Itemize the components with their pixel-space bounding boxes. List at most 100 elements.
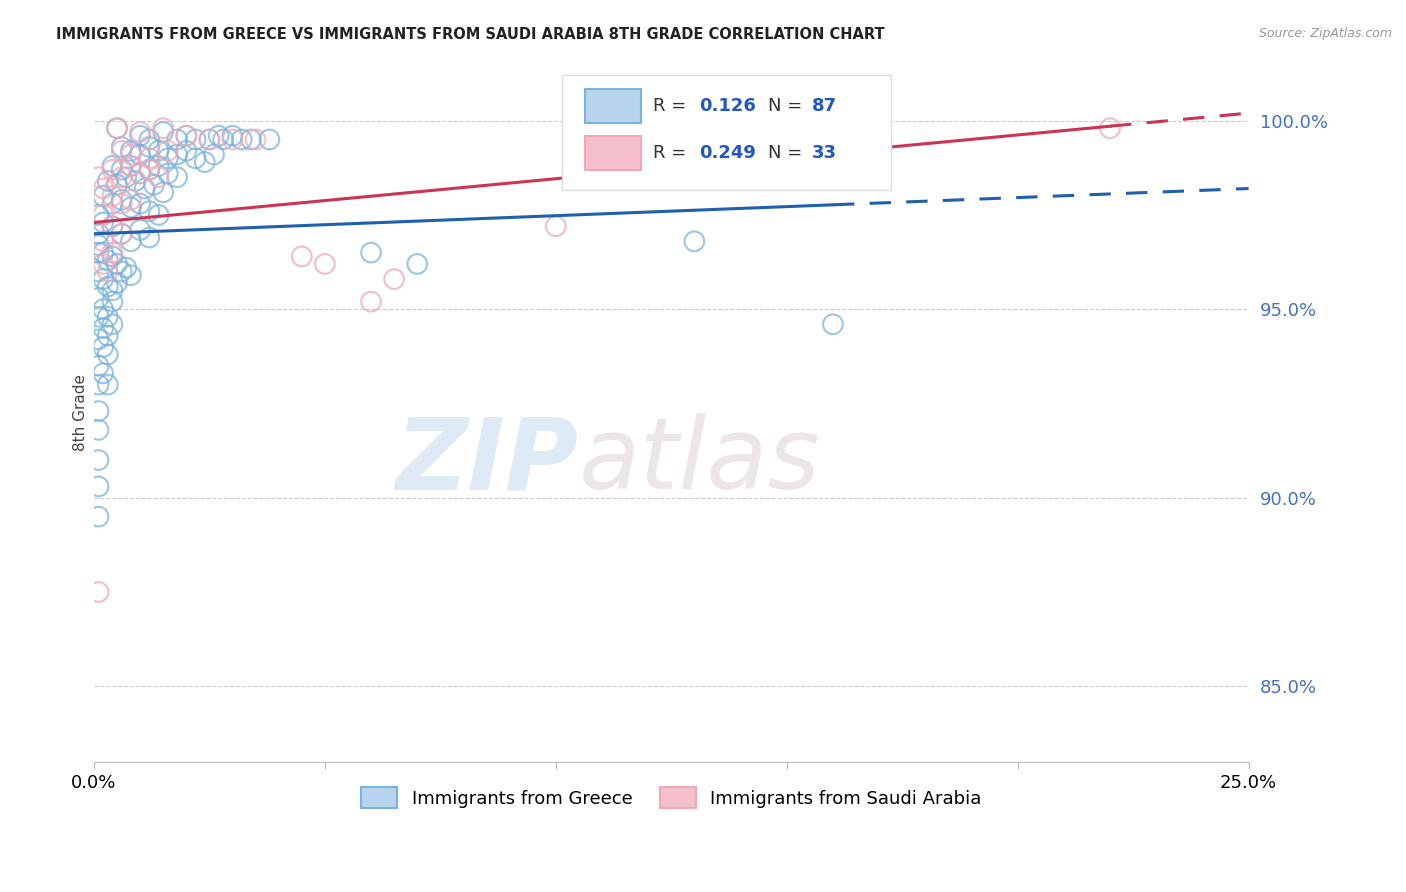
- Point: [120, 193, 142, 207]
- Point: [91, 302, 114, 317]
- Point: [120, 268, 142, 283]
- Point: [91, 245, 114, 260]
- Point: [91, 208, 114, 222]
- Point: [259, 132, 281, 146]
- Point: [101, 245, 124, 260]
- Point: [245, 132, 267, 146]
- Point: [87, 404, 110, 418]
- Point: [87, 453, 110, 467]
- Text: ZIP: ZIP: [396, 413, 579, 510]
- Point: [156, 166, 179, 180]
- Point: [111, 193, 134, 207]
- Point: [314, 257, 336, 271]
- Point: [111, 227, 134, 241]
- Point: [152, 121, 174, 136]
- Point: [176, 128, 198, 143]
- Point: [231, 132, 253, 146]
- Point: [101, 283, 124, 297]
- Point: [111, 227, 134, 241]
- Text: N =: N =: [768, 97, 808, 115]
- Point: [129, 147, 152, 161]
- Point: [115, 260, 138, 275]
- Point: [382, 272, 405, 286]
- Point: [176, 144, 198, 158]
- Point: [152, 125, 174, 139]
- Point: [115, 170, 138, 185]
- Point: [87, 227, 110, 241]
- Point: [134, 181, 156, 195]
- Point: [105, 121, 128, 136]
- Text: 87: 87: [813, 97, 837, 115]
- FancyBboxPatch shape: [585, 89, 641, 123]
- Point: [87, 264, 110, 278]
- Point: [360, 294, 382, 309]
- Point: [148, 159, 170, 173]
- Point: [198, 132, 221, 146]
- FancyBboxPatch shape: [585, 136, 641, 169]
- Point: [97, 174, 120, 188]
- Text: Source: ZipAtlas.com: Source: ZipAtlas.com: [1258, 27, 1392, 40]
- Point: [184, 132, 207, 146]
- Point: [101, 159, 124, 173]
- Point: [120, 159, 142, 173]
- Point: [101, 294, 124, 309]
- Point: [129, 166, 152, 180]
- Text: 0.249: 0.249: [699, 144, 756, 161]
- Point: [97, 328, 120, 343]
- Point: [221, 132, 243, 146]
- Point: [101, 219, 124, 234]
- Point: [821, 318, 844, 332]
- Point: [111, 140, 134, 154]
- Point: [105, 257, 128, 271]
- Point: [138, 162, 160, 177]
- Point: [101, 162, 124, 177]
- Point: [91, 235, 114, 249]
- Point: [683, 235, 706, 249]
- Point: [124, 174, 146, 188]
- Point: [129, 223, 152, 237]
- Point: [129, 125, 152, 139]
- Point: [148, 170, 170, 185]
- Point: [120, 147, 142, 161]
- Point: [406, 257, 429, 271]
- Text: R =: R =: [652, 97, 692, 115]
- Point: [1099, 121, 1122, 136]
- Point: [239, 132, 262, 146]
- Y-axis label: 8th Grade: 8th Grade: [73, 375, 89, 451]
- Point: [105, 121, 128, 136]
- Point: [91, 189, 114, 203]
- Text: 33: 33: [813, 144, 837, 161]
- Point: [101, 196, 124, 211]
- Point: [91, 181, 114, 195]
- Point: [166, 147, 188, 161]
- Point: [156, 152, 179, 166]
- Point: [87, 291, 110, 305]
- Text: atlas: atlas: [579, 413, 821, 510]
- Point: [87, 423, 110, 437]
- Point: [202, 147, 225, 161]
- Point: [91, 321, 114, 335]
- Point: [87, 377, 110, 392]
- Point: [148, 144, 170, 158]
- Point: [87, 332, 110, 346]
- Point: [360, 245, 382, 260]
- Point: [208, 128, 231, 143]
- Point: [97, 253, 120, 268]
- Point: [101, 219, 124, 234]
- Point: [87, 238, 110, 252]
- Point: [91, 272, 114, 286]
- Point: [138, 152, 160, 166]
- Point: [105, 276, 128, 290]
- Point: [101, 249, 124, 263]
- Point: [105, 178, 128, 192]
- Point: [97, 377, 120, 392]
- Point: [138, 230, 160, 244]
- Point: [111, 196, 134, 211]
- Point: [212, 132, 235, 146]
- Point: [166, 132, 188, 146]
- Point: [143, 178, 166, 192]
- Point: [87, 170, 110, 185]
- Point: [129, 196, 152, 211]
- Point: [101, 189, 124, 203]
- Point: [97, 279, 120, 293]
